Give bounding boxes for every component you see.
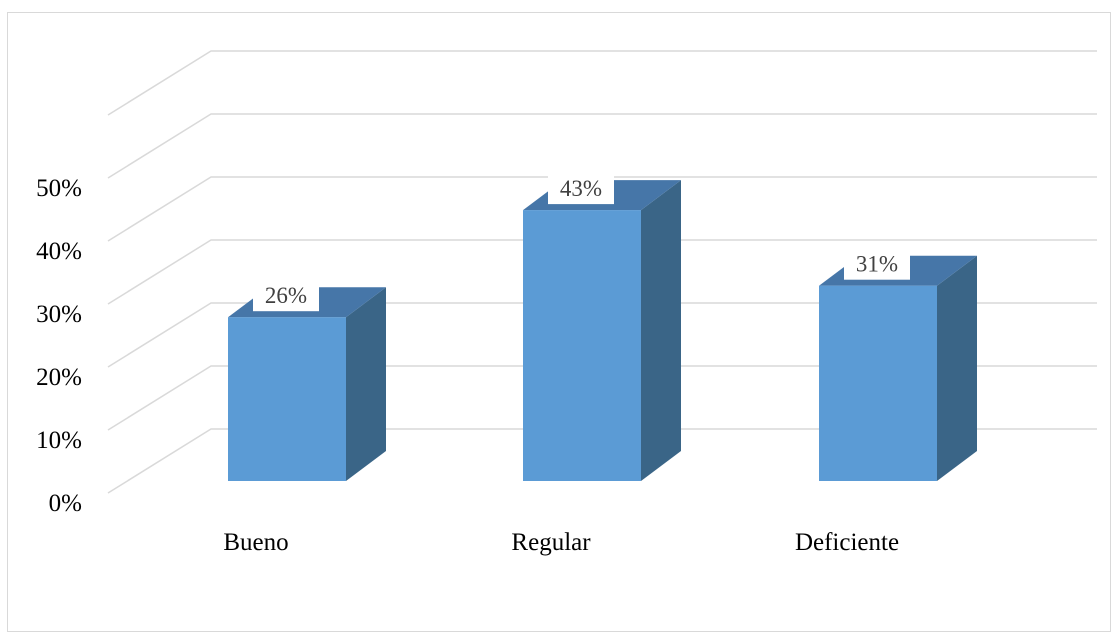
gridline	[107, 176, 1097, 242]
data-labels: 26% 43% 31%	[253, 174, 910, 312]
gridline	[107, 428, 1097, 494]
bar-front-face	[228, 317, 346, 481]
bar-front-face	[523, 210, 641, 481]
bar-side-face	[641, 180, 681, 481]
data-label-text: 43%	[560, 176, 602, 201]
y-tick-label: 10%	[36, 427, 82, 454]
gridlines	[107, 50, 1097, 494]
data-label: 26%	[253, 281, 319, 312]
y-tick-label: 30%	[36, 301, 82, 328]
bar-bueno	[228, 287, 386, 481]
gridline	[107, 365, 1097, 431]
gridline	[107, 50, 1097, 116]
y-tick-label: 0%	[49, 490, 82, 517]
y-tick-label: 20%	[36, 364, 82, 391]
data-label-text: 31%	[856, 252, 898, 277]
x-category-label: Bueno	[223, 529, 288, 556]
gridline	[107, 113, 1097, 179]
bars	[228, 180, 977, 481]
bar-regular	[523, 180, 681, 481]
data-label: 43%	[548, 174, 614, 205]
data-label: 31%	[844, 249, 910, 280]
x-category-label: Regular	[511, 529, 591, 556]
bar-side-face	[346, 287, 386, 481]
data-label-text: 26%	[265, 283, 307, 308]
bar-deficiente	[819, 255, 977, 481]
gridline	[107, 302, 1097, 368]
data-label-box	[548, 174, 614, 205]
y-axis-tick-labels: 0% 10% 20% 30% 40% 50%	[36, 175, 82, 517]
gridline	[107, 239, 1097, 305]
y-tick-label: 40%	[36, 238, 82, 265]
bar-front-face	[819, 285, 937, 481]
y-tick-label: 50%	[36, 175, 82, 202]
data-label-box	[844, 249, 910, 280]
x-axis-category-labels: Bueno Regular Deficiente	[223, 529, 899, 556]
x-category-label: Deficiente	[795, 529, 899, 556]
bar-side-face	[937, 255, 977, 481]
data-label-box	[253, 281, 319, 312]
